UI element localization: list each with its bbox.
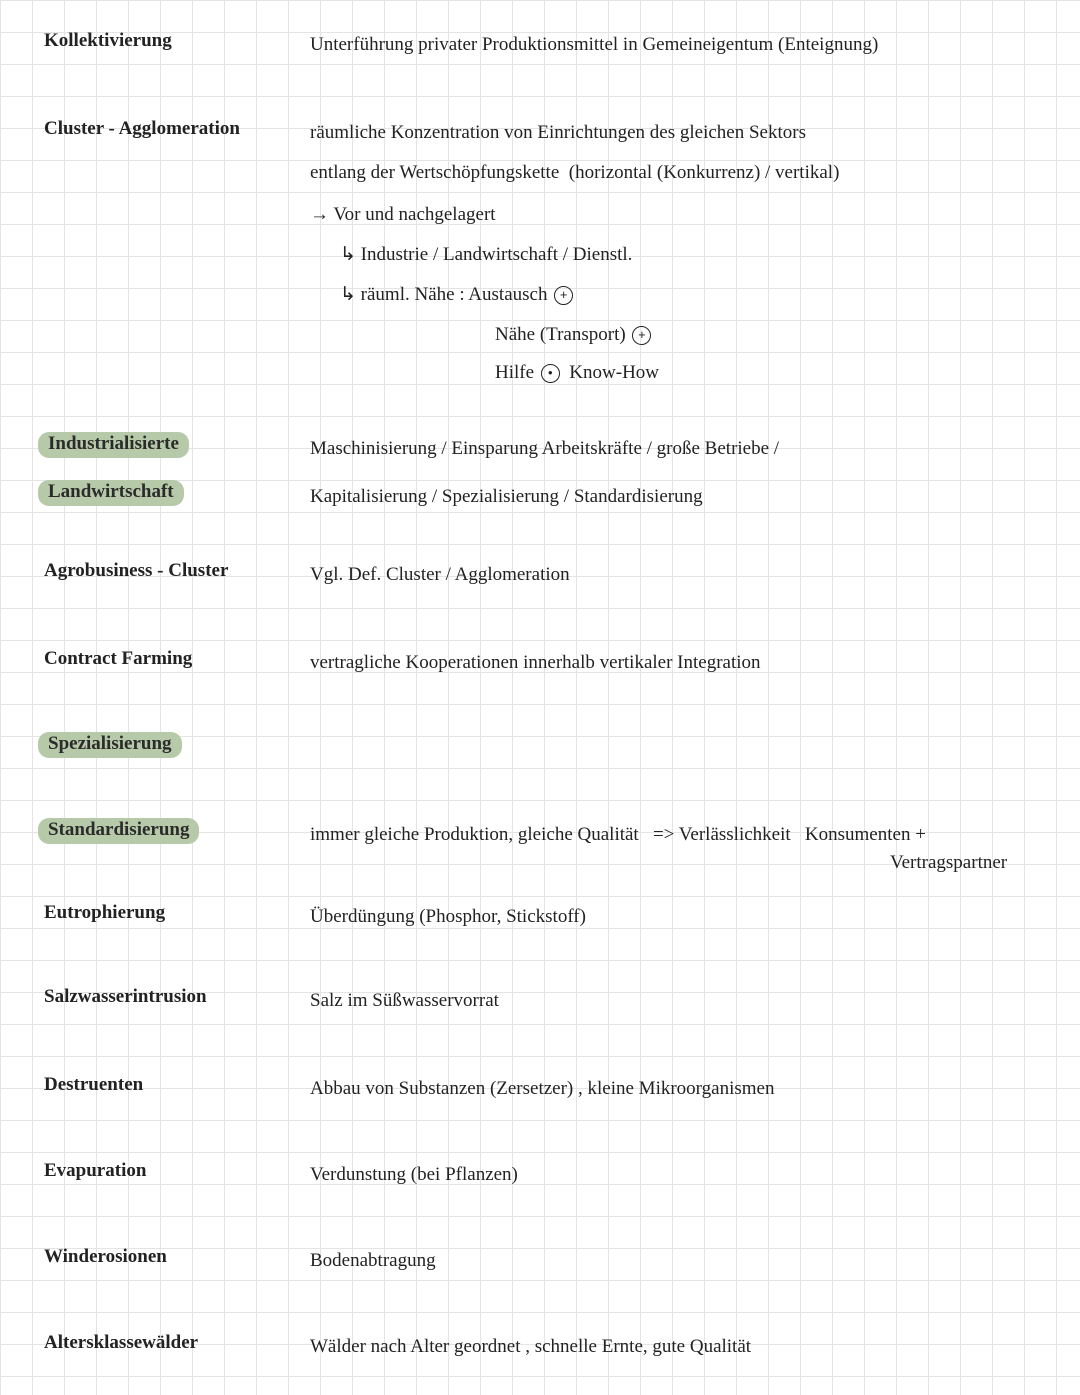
term-contract-farming: Contract Farming bbox=[44, 648, 192, 670]
term-destruenten: Destruenten bbox=[44, 1074, 143, 1096]
def-contract-farming: vertragliche Kooperationen innerhalb ver… bbox=[310, 648, 761, 678]
def-evapuration: Verdunstung (bei Pflanzen) bbox=[310, 1160, 518, 1190]
term-spezialisierung: Spezialisierung bbox=[38, 732, 182, 758]
term-landwirtschaft: Landwirtschaft bbox=[38, 480, 184, 506]
def-indland-l1: Maschinisierung / Einsparung Arbeitskräf… bbox=[310, 434, 779, 464]
def-winderosionen: Bodenabtragung bbox=[310, 1246, 436, 1276]
def-cluster-l3: → Vor und nachgelagert bbox=[310, 200, 496, 230]
term-standardisierung: Standardisierung bbox=[38, 818, 199, 844]
def-eutrophierung: Überdüngung (Phosphor, Stickstoff) bbox=[310, 902, 586, 932]
plus-icon: + bbox=[632, 326, 651, 345]
term-winderosionen: Winderosionen bbox=[44, 1246, 167, 1268]
term-evapuration: Evapuration bbox=[44, 1160, 146, 1182]
term-eutrophierung: Eutrophierung bbox=[44, 902, 165, 924]
def-cluster-l5: ↳ räuml. Nähe : Austausch + bbox=[340, 280, 573, 310]
def-cluster-l4: ↳ Industrie / Landwirtschaft / Dienstl. bbox=[340, 240, 632, 270]
term-salzwasser: Salzwasserintrusion bbox=[44, 986, 207, 1008]
term-kollektivierung: Kollektivierung bbox=[44, 30, 172, 52]
def-destruenten: Abbau von Substanzen (Zersetzer) , klein… bbox=[310, 1074, 775, 1104]
dot-icon: • bbox=[541, 364, 560, 383]
def-altersklassewaelder: Wälder nach Alter geordnet , schnelle Er… bbox=[310, 1332, 751, 1362]
def-cluster-l1: räumliche Konzentration von Einrichtunge… bbox=[310, 118, 806, 148]
def-cluster-l2: entlang der Wertschöpfungskette (horizon… bbox=[310, 158, 839, 188]
def-agrobusiness: Vgl. Def. Cluster / Agglomeration bbox=[310, 560, 570, 590]
notebook-page: Kollektivierung Unterführung privater Pr… bbox=[0, 0, 1080, 1395]
term-agrobusiness: Agrobusiness - Cluster bbox=[44, 560, 228, 582]
def-salzwasser: Salz im Süßwasservorrat bbox=[310, 986, 499, 1016]
def-cluster-l6: Nähe (Transport) + bbox=[495, 320, 651, 350]
def-kollektivierung: Unterführung privater Produktionsmittel … bbox=[310, 30, 878, 60]
def-indland-l2: Kapitalisierung / Spezialisierung / Stan… bbox=[310, 482, 703, 512]
def-cluster-l7: Hilfe • Know-How bbox=[495, 358, 659, 388]
plus-icon: + bbox=[554, 286, 573, 305]
term-altersklassewaelder: Altersklassewälder bbox=[44, 1332, 198, 1354]
def-standardisierung-l1: immer gleiche Produktion, gleiche Qualit… bbox=[310, 820, 926, 850]
term-cluster: Cluster - Agglomeration bbox=[44, 118, 240, 140]
def-standardisierung-l2: Vertragspartner bbox=[890, 848, 1007, 878]
term-industrialisierte: Industrialisierte bbox=[38, 432, 189, 458]
